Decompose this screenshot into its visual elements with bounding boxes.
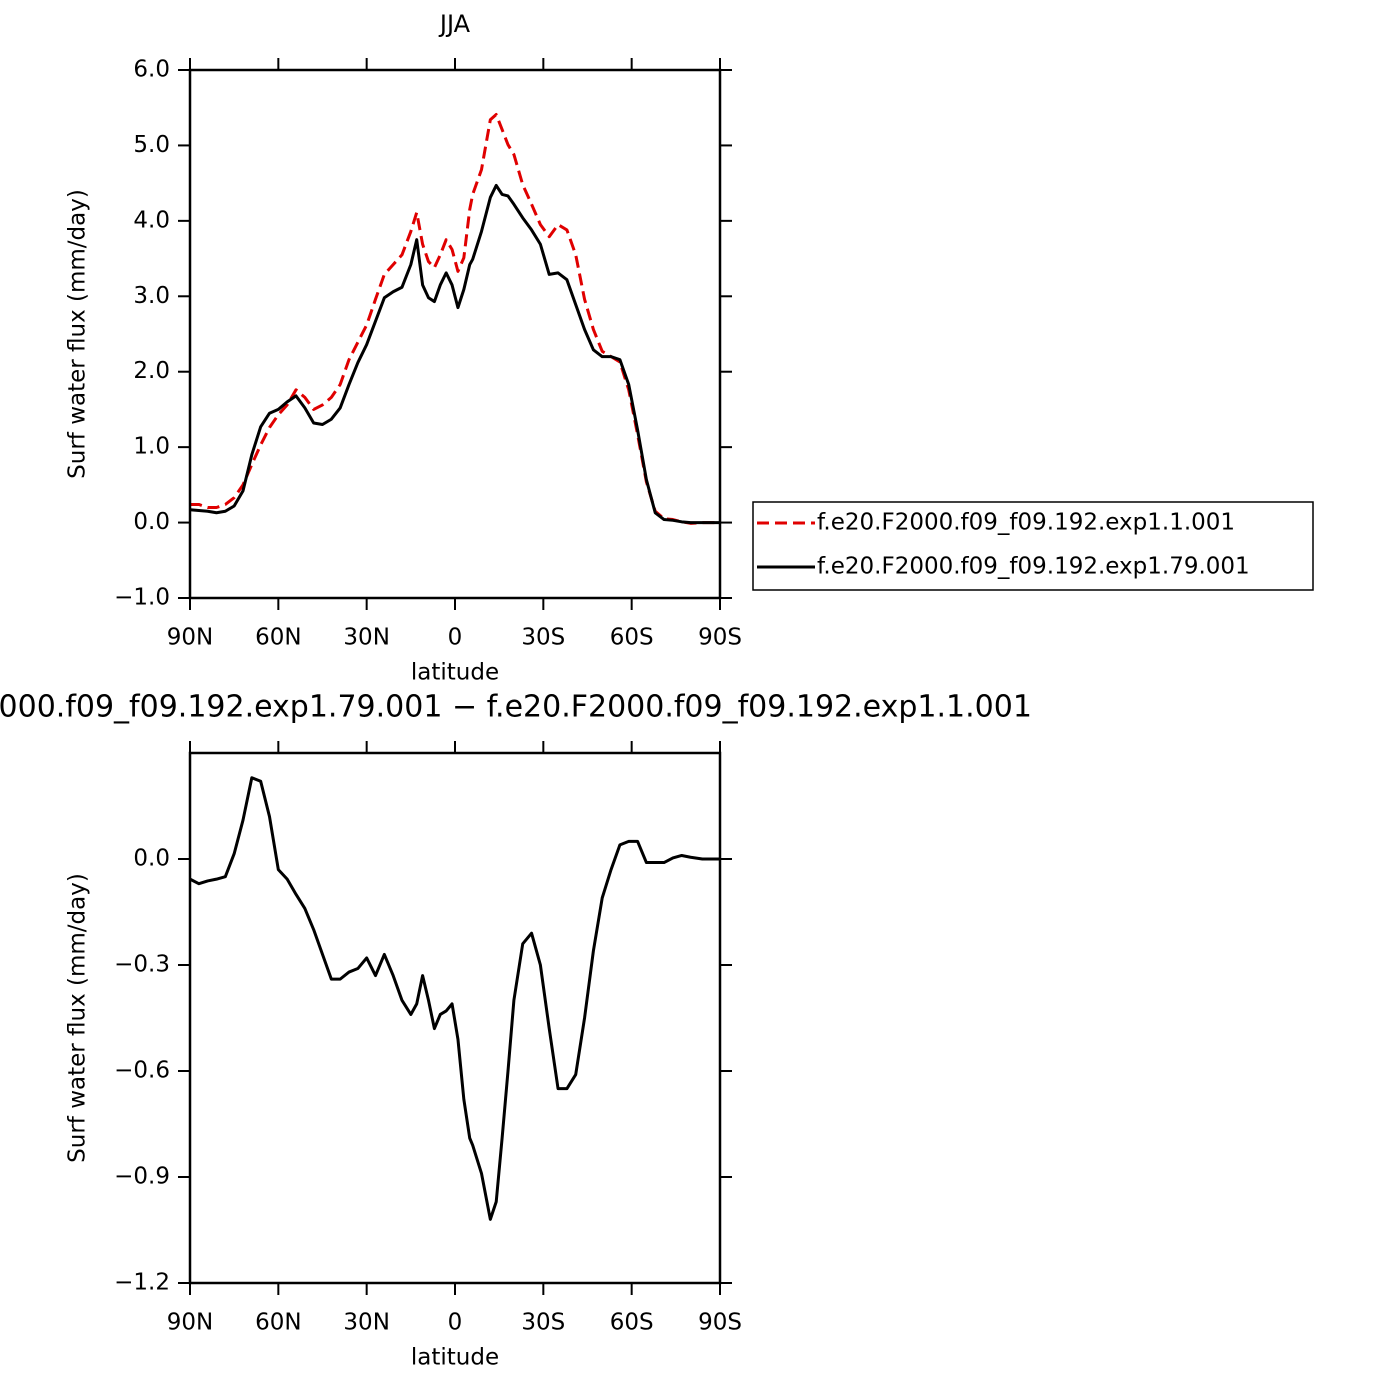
legend-box	[752, 501, 1314, 591]
y-tick-label: 0.0	[133, 846, 170, 872]
x-tick-label: 0	[448, 1310, 463, 1336]
legend-label: f.e20.F2000.f09_f09.192.exp1.79.001	[817, 554, 1250, 580]
x-tick-label: 30S	[521, 625, 565, 651]
x-axis-label: latitude	[411, 660, 499, 686]
data-line	[189, 183, 720, 525]
data-line	[190, 113, 720, 525]
y-axis-label: Surf water flux (mm/day)	[65, 873, 91, 1163]
y-tick-label: −0.9	[114, 1164, 170, 1190]
y-tick-label: 1.0	[133, 434, 170, 460]
y-tick-label: 0.0	[133, 509, 170, 535]
plot-frame	[188, 751, 722, 1285]
y-tick-label: −1.2	[114, 1270, 170, 1296]
x-tick-label: 60N	[255, 625, 301, 651]
data-line	[189, 776, 720, 1221]
x-axis-label: latitude	[411, 1345, 499, 1371]
x-tick-label: 60S	[610, 1310, 654, 1336]
legend-label: f.e20.F2000.f09_f09.192.exp1.1.001	[817, 510, 1235, 536]
y-tick-label: −1.0	[114, 585, 170, 611]
y-tick-label: 5.0	[133, 132, 170, 158]
y-tick-label: −0.3	[114, 952, 170, 978]
x-tick-label: 30S	[521, 1310, 565, 1336]
y-tick-label: 2.0	[133, 358, 170, 384]
chart-title: f.e20.F2000.f09_f09.192.exp1.79.001 − f.…	[0, 690, 1032, 725]
x-tick-label: 30N	[343, 1310, 389, 1336]
x-tick-label: 60N	[255, 1310, 301, 1336]
y-tick-label: −0.6	[114, 1058, 170, 1084]
x-tick-label: 90S	[698, 625, 742, 651]
y-axis-label: Surf water flux (mm/day)	[65, 189, 91, 479]
x-tick-label: 0	[448, 625, 463, 651]
x-tick-label: 90N	[167, 1310, 213, 1336]
chart-title: JJA	[438, 10, 471, 38]
y-tick-label: 4.0	[133, 207, 170, 233]
plot-frame	[188, 68, 722, 600]
y-tick-label: 3.0	[133, 283, 170, 309]
x-tick-label: 60S	[610, 625, 654, 651]
x-tick-label: 90N	[167, 625, 213, 651]
y-tick-label: 6.0	[133, 57, 170, 83]
x-tick-label: 30N	[343, 625, 389, 651]
x-tick-label: 90S	[698, 1310, 742, 1336]
